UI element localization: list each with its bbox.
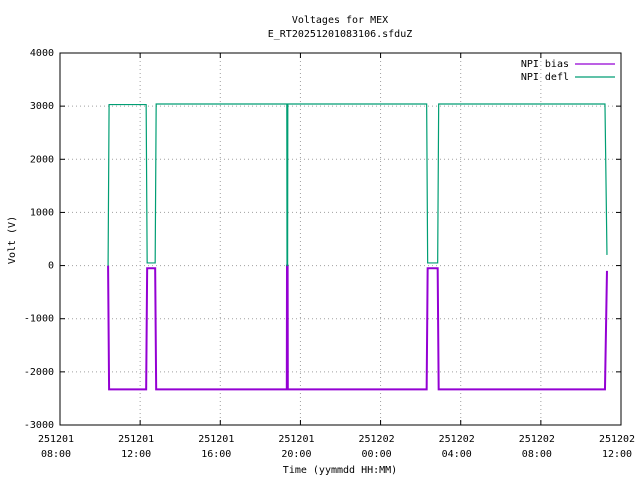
legend-label: NPI defl: [521, 72, 569, 83]
legend-label: NPI bias: [521, 59, 569, 70]
y-tick-label: 0: [48, 261, 54, 272]
x-tick-label: 251202 08:00: [519, 434, 555, 460]
x-tick-label: 251201 12:00: [118, 434, 154, 460]
y-tick-label: -3000: [24, 420, 54, 431]
y-tick-label: 2000: [30, 154, 54, 165]
x-tick-label: 251201 20:00: [278, 434, 314, 460]
x-tick-label: 251201 16:00: [198, 434, 234, 460]
x-tick-label: 251202 12:00: [599, 434, 635, 460]
y-tick-label: 1000: [30, 207, 54, 218]
chart-subtitle: E_RT20251201083106.sfduZ: [268, 29, 413, 40]
data-line: [107, 264, 608, 391]
y-tick-label: 3000: [30, 101, 54, 112]
chart-title: Voltages for MEX: [292, 15, 388, 26]
x-tick-label: 251201 08:00: [38, 434, 74, 460]
data-line: [107, 103, 608, 267]
x-tick-label: 251202 00:00: [359, 434, 395, 460]
y-tick-label: -2000: [24, 367, 54, 378]
y-axis-label: Volt (V): [7, 216, 18, 264]
x-tick-label: 251202 04:00: [439, 434, 475, 460]
y-tick-label: 4000: [30, 48, 54, 59]
y-tick-label: -1000: [24, 314, 54, 325]
x-axis-label: Time (yymmdd HH:MM): [283, 465, 397, 476]
plot-frame: [59, 52, 622, 426]
